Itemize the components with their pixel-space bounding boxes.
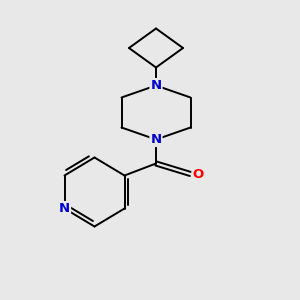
Text: N: N — [59, 202, 70, 215]
Text: O: O — [192, 167, 204, 181]
Text: N: N — [150, 79, 162, 92]
Text: N: N — [150, 133, 162, 146]
